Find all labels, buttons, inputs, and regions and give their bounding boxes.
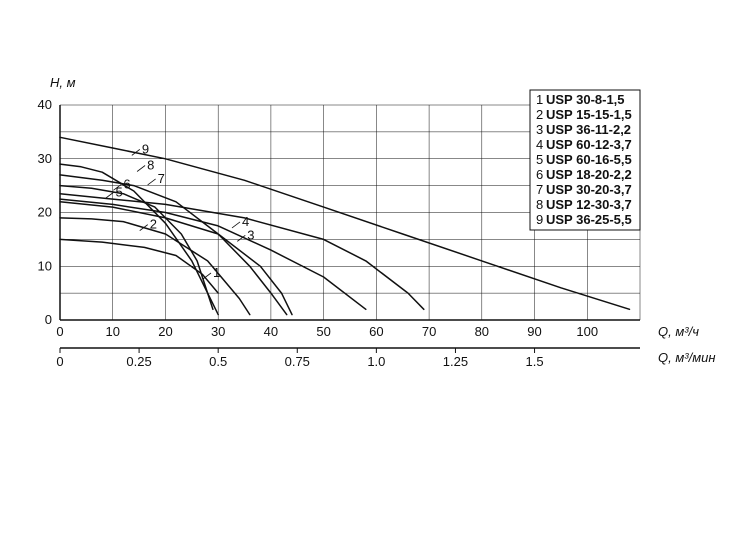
curve-label-2: 2 [150, 217, 157, 232]
legend-label-8: USP 12-30-3,7 [546, 197, 632, 212]
legend-label-5: USP 60-16-5,5 [546, 152, 632, 167]
legend: 1USP 30-8-1,52USP 15-15-1,53USP 36-11-2,… [530, 90, 640, 230]
y-tick-label: 10 [38, 258, 52, 273]
y-tick-label: 0 [45, 312, 52, 327]
x-axis-label-min: Q, м³/мин [658, 350, 715, 365]
x-axis-label-hour: Q, м³/ч [658, 324, 699, 339]
x-tick-label-hour: 40 [264, 324, 278, 339]
legend-label-7: USP 30-20-3,7 [546, 182, 632, 197]
chart-svg: 010203040H, м0102030405060708090100Q, м³… [0, 0, 730, 560]
y-axis-label: H, м [50, 75, 76, 90]
legend-label-6: USP 18-20-2,2 [546, 167, 632, 182]
legend-num-4: 4 [536, 137, 543, 152]
legend-num-6: 6 [536, 167, 543, 182]
x-tick-label-min: 0 [56, 354, 63, 369]
x-tick-label-hour: 10 [105, 324, 119, 339]
legend-num-9: 9 [536, 212, 543, 227]
x-tick-label-hour: 0 [56, 324, 63, 339]
curve-label-9: 9 [142, 141, 149, 156]
y-tick-label: 40 [38, 97, 52, 112]
y-tick-label: 30 [38, 151, 52, 166]
x-tick-label-hour: 20 [158, 324, 172, 339]
x-tick-label-hour: 30 [211, 324, 225, 339]
legend-label-4: USP 60-12-3,7 [546, 137, 632, 152]
legend-label-2: USP 15-15-1,5 [546, 107, 632, 122]
legend-num-8: 8 [536, 197, 543, 212]
legend-num-5: 5 [536, 152, 543, 167]
curve-4 [60, 199, 366, 309]
y-tick-label: 20 [38, 205, 52, 220]
x-tick-label-hour: 80 [475, 324, 489, 339]
curve-label-7: 7 [158, 171, 165, 186]
x-tick-label-min: 1.0 [367, 354, 385, 369]
curve-label-4: 4 [242, 214, 249, 229]
curve-label-8: 8 [147, 158, 154, 173]
legend-label-9: USP 36-25-5,5 [546, 212, 632, 227]
x-tick-label-min: 0.75 [285, 354, 310, 369]
x-tick-label-hour: 50 [316, 324, 330, 339]
legend-num-2: 2 [536, 107, 543, 122]
x-tick-label-min: 0.25 [126, 354, 151, 369]
x-tick-label-min: 0.5 [209, 354, 227, 369]
chart-container: 010203040H, м0102030405060708090100Q, м³… [0, 0, 730, 560]
x-tick-label-min: 1.25 [443, 354, 468, 369]
x-tick-label-hour: 60 [369, 324, 383, 339]
x-tick-label-hour: 70 [422, 324, 436, 339]
x-tick-label-hour: 90 [527, 324, 541, 339]
x-tick-label-hour: 100 [576, 324, 598, 339]
legend-label-3: USP 36-11-2,2 [546, 122, 631, 137]
x-tick-label-min: 1.5 [526, 354, 544, 369]
legend-label-1: USP 30-8-1,5 [546, 92, 625, 107]
legend-num-1: 1 [536, 92, 543, 107]
legend-num-7: 7 [536, 182, 543, 197]
curve-7 [60, 175, 287, 315]
legend-num-3: 3 [536, 122, 543, 137]
